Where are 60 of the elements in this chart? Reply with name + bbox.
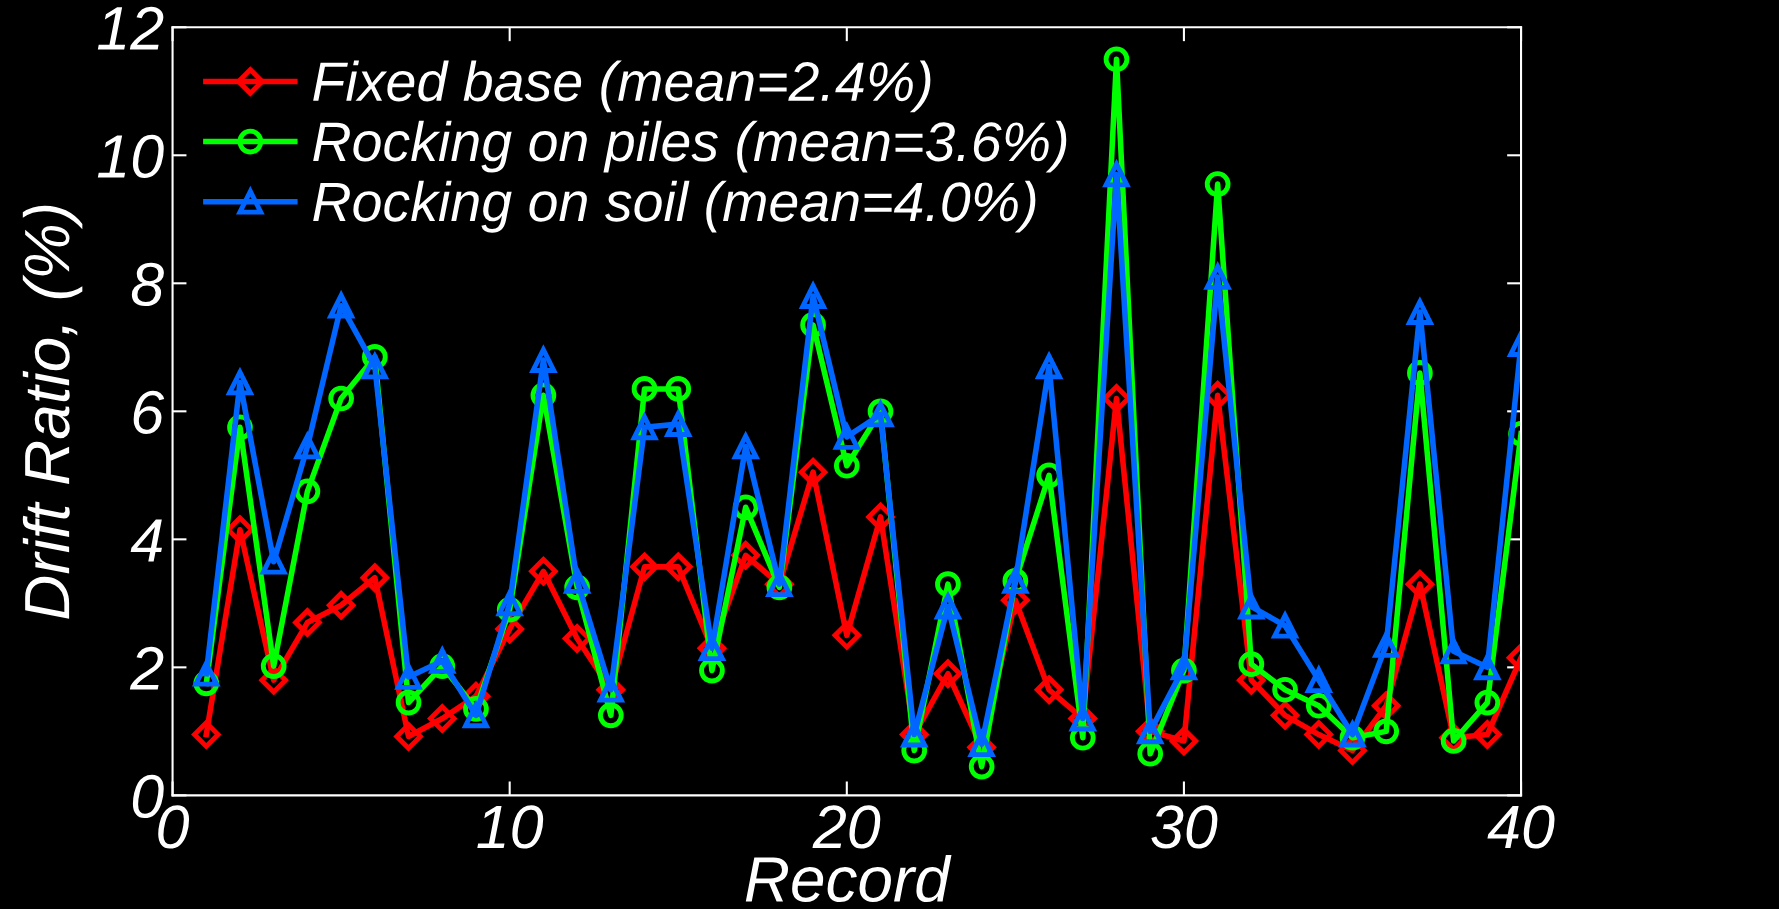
point <box>193 660 220 687</box>
point <box>798 457 828 487</box>
point <box>1034 675 1064 704</box>
point <box>665 376 692 402</box>
x-tick-label: 10 <box>477 805 544 849</box>
x-axis-title: Record <box>745 855 952 903</box>
point <box>1440 638 1467 665</box>
point <box>1405 569 1435 599</box>
point <box>326 591 356 620</box>
x-tick-label: 30 <box>1151 805 1218 849</box>
point <box>935 571 961 597</box>
point <box>259 546 288 575</box>
y-tick-label: 8 <box>131 262 164 307</box>
point <box>1204 171 1231 197</box>
point <box>395 689 422 716</box>
point <box>833 452 860 479</box>
point <box>933 659 963 688</box>
point <box>832 621 862 650</box>
point <box>328 385 354 412</box>
point <box>1238 593 1265 620</box>
point <box>225 367 255 396</box>
legend-label: Rocking on piles (mean=3.6%) <box>313 120 1067 173</box>
x-tick-label: 20 <box>812 805 881 849</box>
point <box>1473 720 1502 749</box>
point <box>1304 720 1333 749</box>
point <box>293 608 322 637</box>
point <box>1270 701 1300 730</box>
point <box>631 376 658 402</box>
y-tick-label: 6 <box>133 390 165 435</box>
point <box>294 478 321 505</box>
point <box>1474 654 1501 681</box>
point <box>664 552 693 582</box>
point <box>1305 692 1332 719</box>
x-tick-label: 40 <box>1487 805 1555 849</box>
point <box>1270 610 1300 639</box>
point <box>260 653 287 679</box>
point <box>1440 728 1467 754</box>
y-tick-label: 4 <box>130 519 162 562</box>
point <box>394 722 423 751</box>
point <box>360 563 390 592</box>
y-tick-label: 12 <box>97 6 164 50</box>
y-tick-label: 2 <box>129 646 164 690</box>
legend-label: Rocking on soil (mean=4.0%) <box>313 180 1036 233</box>
legend-label: Fixed base (mean=2.4%) <box>313 60 931 113</box>
point <box>395 664 422 690</box>
y-tick-label: 10 <box>97 134 164 179</box>
point <box>192 720 221 749</box>
point <box>1373 632 1400 658</box>
point <box>1169 726 1199 756</box>
y-axis-title: Drift Ratio, (%) <box>22 205 83 619</box>
point <box>1103 46 1130 73</box>
point <box>529 557 558 586</box>
point <box>597 702 624 729</box>
point <box>1474 689 1501 716</box>
point <box>630 552 659 582</box>
point <box>496 590 523 617</box>
point <box>428 704 457 733</box>
point <box>1272 676 1298 703</box>
point <box>1238 651 1265 677</box>
point <box>1373 718 1400 745</box>
